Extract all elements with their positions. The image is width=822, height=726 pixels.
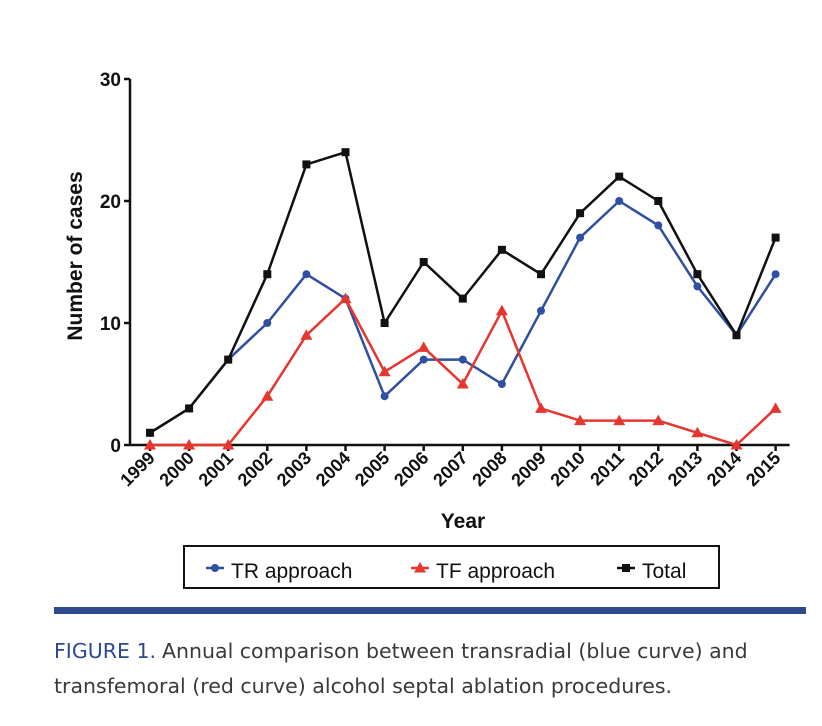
figure-caption: FIGURE 1. Annual comparison between trans… [54,634,810,704]
y-tick-label: 30 [100,70,121,91]
data-point-tf-approach [495,304,508,316]
data-point-total [380,319,389,327]
x-tick-label: 2014 [703,448,745,490]
series-line-total [149,150,777,434]
x-tick-label: 2006 [390,448,432,490]
x-tick-label: 2008 [468,448,510,490]
axes [128,79,790,447]
y-tick-label: 10 [100,314,121,335]
x-tick-label: 2011 [586,448,628,490]
data-point-tf-approach [535,402,547,413]
y-ticks: 0 10 20 30 [100,70,130,457]
x-tick-label: 1999 [116,448,158,490]
legend-label-tf-approach: TF approach [436,560,555,583]
data-point-total [146,428,154,437]
x-tick-label: 2013 [664,448,706,490]
data-point-total [497,245,506,254]
data-point-tf-approach [222,439,235,450]
series-line-tr-approach [149,199,777,434]
x-tick-label: 2003 [273,448,315,490]
x-tick-label: 2012 [625,448,667,490]
data-point-total [458,294,467,303]
data-point-tf-approach [300,329,313,340]
data-point-tr-approach [537,306,545,315]
data-point-tf-approach [769,402,782,413]
data-point-total [302,160,311,169]
data-point-total [224,355,233,364]
x-tick-label: 2007 [429,448,471,490]
data-point-total [185,404,194,413]
data-point-tr-approach [615,197,624,205]
series-line-tf-approach [150,297,777,447]
x-ticks: 1999200020012002200320042005200620072008… [116,445,784,490]
series-total [146,148,780,437]
legend-label-total: Total [642,560,686,583]
data-point-tf-approach [613,414,626,426]
data-point-total [419,258,428,266]
data-point-tf-approach [417,341,430,352]
data-point-tr-approach [771,270,780,279]
data-point-tr-approach [263,319,272,327]
legend-marker-total [622,564,630,572]
data-point-tr-approach [380,392,389,401]
data-point-tr-approach [576,233,585,242]
legend-label-tr-approach: TR approach [231,560,352,583]
data-point-tr-approach [497,380,506,388]
data-point-total [537,270,545,279]
data-point-total [576,209,585,218]
line-chart: 0 10 20 30 19992000200120022003200420052006… [64,70,790,589]
data-point-total [263,270,272,279]
data-point-tf-approach [339,292,352,304]
data-point-tr-approach [693,282,702,291]
y-tick-label: 20 [100,192,121,213]
x-tick-label: 2009 [507,448,549,490]
data-point-total [693,270,702,279]
x-tick-label: 2001 [195,448,237,490]
data-point-tr-approach [419,355,428,364]
data-point-tf-approach [691,426,704,438]
data-point-tr-approach [302,270,311,279]
data-point-total [771,233,780,242]
data-point-tf-approach [574,414,587,426]
data-point-total [615,172,624,181]
x-tick-label: 2010 [546,448,588,490]
series-tr-approach [146,197,780,437]
x-tick-label: 2002 [234,448,276,490]
data-point-tf-approach [261,390,274,401]
y-tick-label: 0 [110,436,121,457]
data-point-tr-approach [654,221,663,230]
x-axis-label: Year [441,510,485,533]
caption-divider [54,607,806,614]
x-tick-label: 2000 [155,448,197,490]
x-tick-label: 2005 [351,448,393,490]
data-point-tf-approach [730,439,743,450]
series-group [144,148,782,450]
data-point-tf-approach [652,414,665,426]
data-point-tf-approach [183,439,196,450]
x-tick-label: 2015 [742,448,784,490]
data-point-tr-approach [458,355,467,364]
data-point-total [654,197,663,205]
caption-label: FIGURE 1. [54,639,156,663]
legend-marker-tr-approach [211,564,219,572]
data-point-total [341,148,350,157]
legend: TR approach TF approach Total [183,545,720,589]
x-tick-label: 2004 [312,448,354,490]
data-point-tf-approach [378,365,391,377]
data-point-tf-approach [456,378,469,389]
series-tf-approach [144,292,782,450]
caption-text: Annual comparison between transradial (b… [54,639,748,698]
legend-marker-tf-approach [414,562,426,573]
data-point-total [732,331,741,340]
y-axis-label: Number of cases [64,171,87,340]
data-point-tf-approach [144,439,156,450]
